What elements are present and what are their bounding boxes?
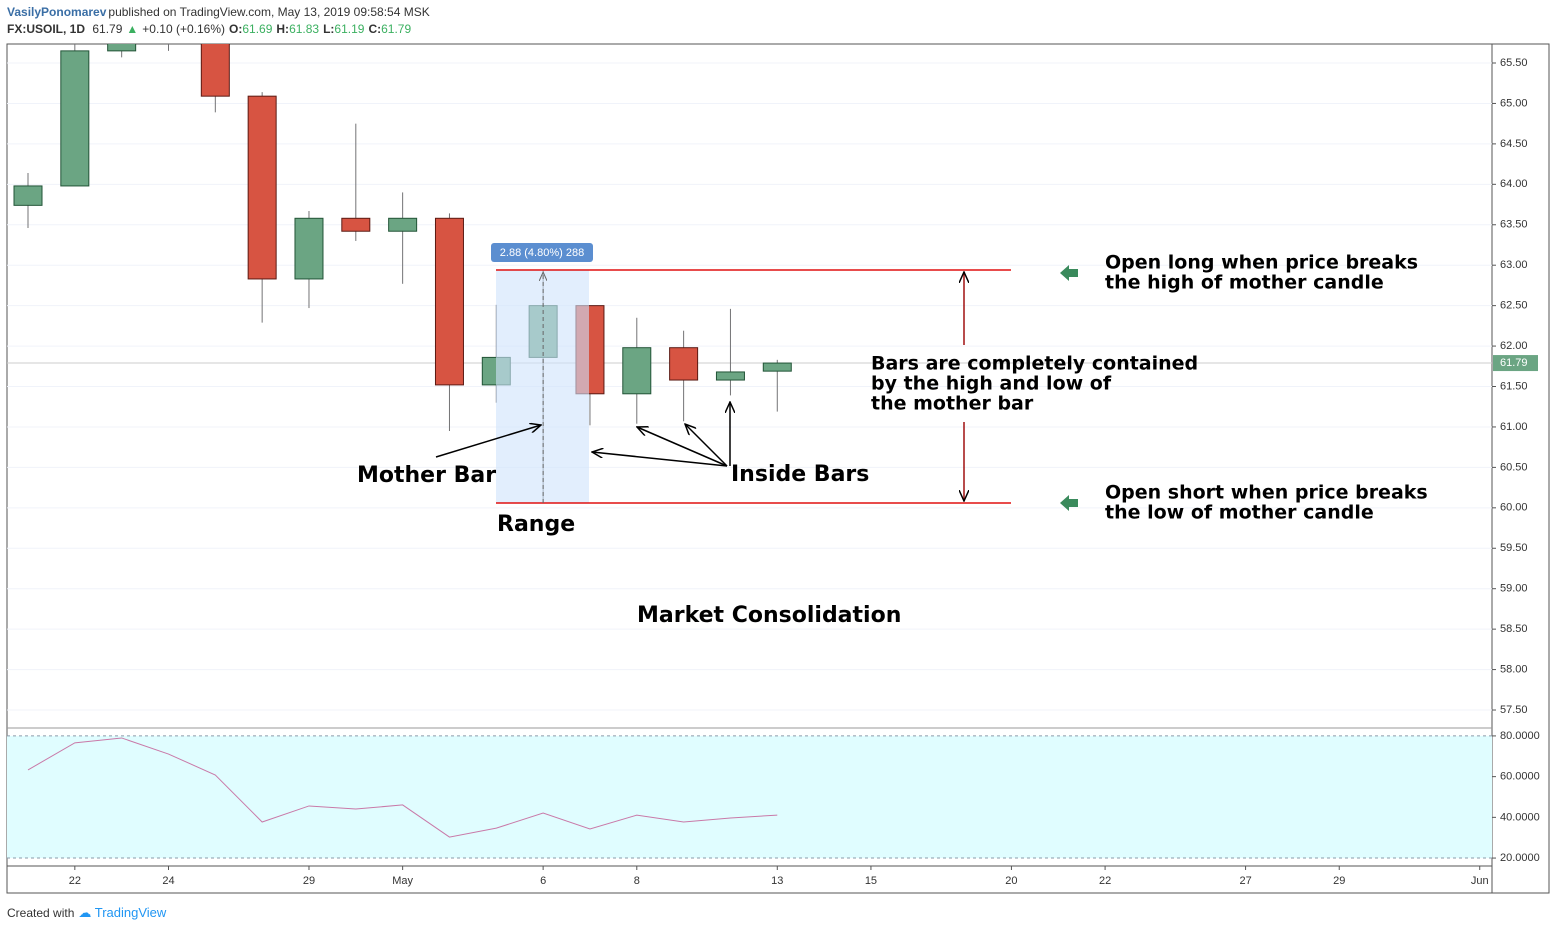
y2-tick-label: 80.0000 <box>1500 730 1540 742</box>
contained-text: by the high and low of <box>871 373 1112 395</box>
x-tick-label: 13 <box>771 875 783 887</box>
last-price-label: 61.79 <box>1500 357 1528 369</box>
y-tick-label: 59.50 <box>1500 542 1528 554</box>
footer: Created with ☁ TradingView <box>7 905 174 921</box>
last-price-box <box>1493 355 1538 372</box>
x-tick-label: 29 <box>1333 875 1345 887</box>
y-tick-label: 60.50 <box>1500 461 1528 473</box>
ohlc-value: 61.69 <box>242 22 273 36</box>
candle-body <box>388 217 418 232</box>
annotations: 2.88 (4.80%) 288 Mother Bar Range Inside… <box>357 243 1428 628</box>
x-tick-label: 22 <box>69 875 81 887</box>
candle-body <box>341 217 371 232</box>
contained-text: the mother bar <box>871 393 1034 415</box>
arrow <box>592 452 728 467</box>
candle-body <box>247 95 277 280</box>
candle-body <box>13 185 43 206</box>
inside-label: Inside Bars <box>731 462 869 487</box>
range-label: Range <box>497 512 575 537</box>
frame <box>6 43 1550 894</box>
y-tick-label: 63.50 <box>1500 219 1528 231</box>
y-tick-label: 63.00 <box>1500 259 1528 271</box>
y-tick-label: 60.00 <box>1500 502 1528 514</box>
ohlc-value: 61.83 <box>289 22 320 36</box>
y-tick-label: 61.00 <box>1500 421 1528 433</box>
x-tick-label: 8 <box>634 875 640 887</box>
symbol: FX:USOIL, 1D <box>7 22 86 36</box>
candle-body <box>622 347 652 395</box>
change: +0.10 (+0.16%) <box>142 22 226 36</box>
y-tick-label: 62.00 <box>1500 340 1528 352</box>
x-tick-label: 24 <box>162 875 174 887</box>
arrow <box>637 427 728 467</box>
x-tick-label: 20 <box>1005 875 1017 887</box>
x-tick-label: 6 <box>540 875 546 887</box>
ohlc-label: L: <box>323 22 335 36</box>
brand-name: TradingView <box>94 905 167 920</box>
y2-tick-label: 20.0000 <box>1500 852 1540 864</box>
y-tick-label: 61.50 <box>1500 380 1528 392</box>
y-tick-label: 64.00 <box>1500 178 1528 190</box>
measure-label: 2.88 (4.80%) 288 <box>500 247 584 259</box>
ohlc: O:61.69 H:61.83 L:61.19 C:61.79 <box>229 22 415 36</box>
ohlc-label: C: <box>368 22 382 36</box>
candle-body <box>60 50 90 187</box>
mother-label: Mother Bar <box>357 463 496 488</box>
y-tick-label: 57.50 <box>1500 704 1528 716</box>
ohlc-value: 61.79 <box>381 22 412 36</box>
brand[interactable]: ☁ TradingView <box>78 905 167 920</box>
long-text: the high of mother candle <box>1105 272 1384 294</box>
up-icon: ▲ <box>126 22 139 36</box>
x-tick-label: May <box>392 875 413 887</box>
contained-text: Bars are completely contained <box>871 353 1198 375</box>
published: published on TradingView.com, May 13, 20… <box>108 5 430 19</box>
y-tick-label: 62.50 <box>1500 300 1528 312</box>
x-tick-label: Jun <box>1471 875 1489 887</box>
candle-body <box>294 217 324 280</box>
x-tick-label: 29 <box>303 875 315 887</box>
long-text: Open long when price breaks <box>1105 252 1418 274</box>
author[interactable]: VasilyPonomarev <box>7 5 107 19</box>
candle-body <box>434 217 464 386</box>
y-tick-label: 64.50 <box>1500 138 1528 150</box>
legend: FX:USOIL, 1D 61.79 ▲ +0.10 (+0.16%) O:61.69… <box>7 22 419 36</box>
candle-body <box>669 347 699 381</box>
short-text: Open short when price breaks <box>1105 482 1428 504</box>
indicator-line <box>27 737 778 838</box>
y-tick-label: 58.50 <box>1500 623 1528 635</box>
long-icon <box>1060 265 1078 281</box>
y-tick-label: 65.00 <box>1500 97 1528 109</box>
last: 61.79 <box>92 22 123 36</box>
candle-body <box>762 362 792 372</box>
ohlc-label: H: <box>276 22 290 36</box>
y2-tick-label: 60.0000 <box>1500 771 1540 783</box>
created: Created with <box>7 906 75 920</box>
short-icon <box>1060 495 1078 511</box>
candle-body <box>154 23 182 35</box>
range-box <box>496 270 589 503</box>
y-tick-label: 59.00 <box>1500 583 1528 595</box>
x-tick-label: 15 <box>865 875 877 887</box>
y-tick-label: 65.50 <box>1500 57 1528 69</box>
indicator-band <box>7 735 1492 859</box>
x-tick-label: 22 <box>1099 875 1111 887</box>
y-tick-label: 58.00 <box>1500 663 1528 675</box>
candle-body <box>715 371 745 381</box>
x-tick-label: 27 <box>1239 875 1251 887</box>
candle-body <box>107 44 137 52</box>
header: VasilyPonomarev published on TradingView.… <box>7 5 434 19</box>
arrow <box>685 424 728 467</box>
measure-box <box>491 243 593 262</box>
short-text: the low of mother candle <box>1105 502 1374 524</box>
ohlc-label: O: <box>229 22 243 36</box>
y2-tick-label: 40.0000 <box>1500 811 1540 823</box>
candle-body <box>200 44 230 97</box>
consolidation-label: Market Consolidation <box>637 603 901 628</box>
ohlc-value: 61.19 <box>334 22 365 36</box>
arrow <box>435 425 541 458</box>
